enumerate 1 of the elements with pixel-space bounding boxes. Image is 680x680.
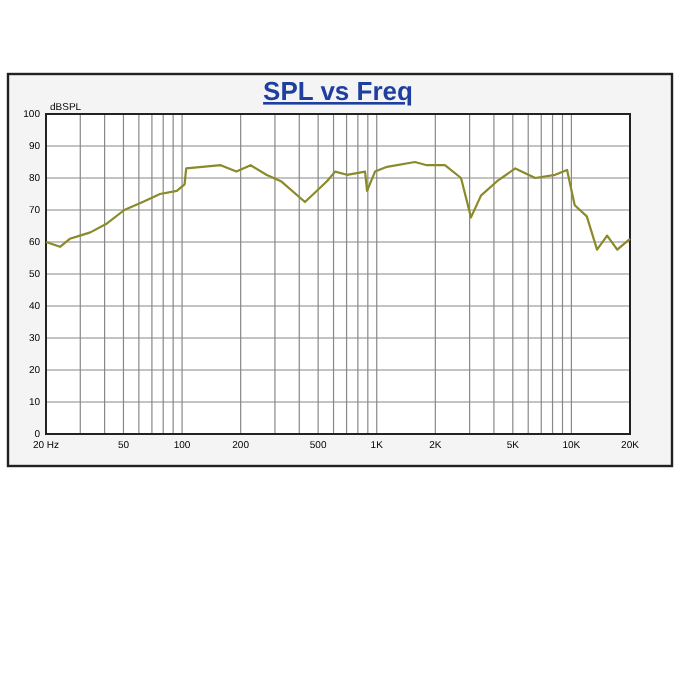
chart-title: SPL vs Freq [263, 76, 414, 106]
